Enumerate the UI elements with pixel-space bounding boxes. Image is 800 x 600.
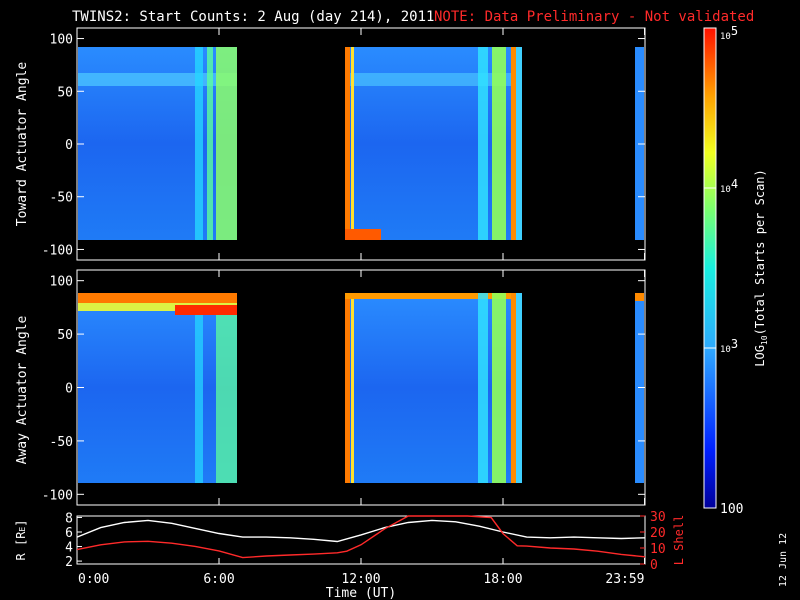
toward-block-2-edge-l2 — [351, 47, 354, 240]
orbit-left-ylabel: R [RE] — [14, 520, 28, 561]
away-block-2-stripes-b — [492, 293, 506, 483]
orbit-right-tick-label: 20 — [650, 526, 666, 541]
orbit-left-tick-label: 8 — [65, 511, 73, 526]
orbit-xtick-label: 23:59 — [605, 572, 644, 587]
toward-block-2-edge-l — [345, 47, 350, 240]
orbit-xtick-label: 0:00 — [78, 572, 109, 587]
toward-block-2-stripes-b — [492, 47, 506, 240]
toward-y-axis: 100 50 0 -50 -100 — [42, 28, 646, 260]
toward-block-1-stripes-c — [216, 47, 237, 240]
date-stamp: 12 Jun 12 — [778, 533, 789, 587]
colorbar-label: LOG10(Total Starts per Scan) — [753, 169, 769, 367]
away-ylabel: Away Actuator Angle — [15, 315, 30, 464]
away-ytick-label: 0 — [65, 382, 73, 397]
orbit-right-ylabel: L Shell — [672, 515, 686, 566]
away-block-1-top2 — [78, 303, 237, 311]
chart-title: TWINS2: Start Counts: 2 Aug (day 214), 2… — [72, 9, 434, 25]
orbit-xtick-label: 18:00 — [483, 572, 522, 587]
away-ytick-label: 50 — [57, 328, 73, 343]
away-block-1-stripes-a — [195, 315, 203, 483]
away-block-2-edge-r — [511, 293, 516, 483]
away-block-2-top — [345, 293, 522, 299]
toward-heatmap-blocks — [78, 47, 644, 240]
away-block-2-edge-l2 — [351, 293, 354, 483]
preliminary-note: NOTE: Data Preliminary - Not validated — [434, 9, 754, 25]
colorbar-gradient — [703, 27, 717, 509]
toward-ytick-label: 100 — [50, 33, 73, 48]
away-y-axis: 100 50 0 -50 -100 — [42, 270, 646, 505]
orbit-right-tick-label: 10 — [650, 542, 666, 557]
toward-block-1-band — [78, 73, 237, 86]
toward-ytick-label: -50 — [50, 191, 73, 206]
colorbar-tick-label: 104 — [720, 177, 738, 195]
away-ytick-label: -100 — [42, 488, 73, 503]
toward-ytick-label: 50 — [57, 85, 73, 100]
orbit-left-tick-label: 2 — [65, 555, 73, 570]
away-block-1-top — [78, 293, 237, 303]
orbit-xtick-label: 12:00 — [341, 572, 380, 587]
toward-ytick-label: 0 — [65, 138, 73, 153]
away-block-2-stripes-a — [478, 293, 488, 483]
toward-ytick-label: -100 — [42, 243, 73, 258]
away-block-1 — [78, 293, 237, 483]
toward-block-1-stripes-a — [195, 47, 203, 240]
orbit-right-tick-label: 0 — [650, 558, 658, 573]
toward-block-2-edge-r2 — [516, 47, 522, 240]
toward-block-2-band — [345, 73, 522, 86]
toward-block-2-stripes-a — [478, 47, 488, 240]
toward-panel: 100 50 0 -50 -100 Toward Actuator Angle — [15, 27, 646, 261]
away-block-2-edge-r2 — [516, 293, 522, 483]
toward-block-2-edge-r — [511, 47, 516, 240]
toward-ylabel: Toward Actuator Angle — [15, 62, 30, 227]
orbit-xlabel: Time (UT) — [326, 586, 396, 600]
away-block-1-hot — [175, 305, 237, 315]
colorbar-tick-label: 105 — [720, 24, 738, 42]
toward-block-2-bottom — [345, 229, 381, 240]
orbit-lines — [76, 515, 646, 559]
colorbar: 100 103 104 105 LOG10(Total Starts per Scan… — [703, 24, 769, 517]
away-panel: 100 50 0 -50 -100 Away Actuator Angle — [15, 269, 646, 506]
orbit-left-tick-label: 6 — [65, 526, 73, 541]
away-block-3-top — [635, 293, 644, 301]
away-block-2-edge-l — [345, 293, 350, 483]
l-shell-series-line — [76, 515, 646, 559]
away-ytick-label: -50 — [50, 435, 73, 450]
away-block-1-stripes-b — [216, 315, 237, 483]
colorbar-tick-label: 103 — [720, 337, 738, 355]
colorbar-ticks: 100 103 104 105 — [704, 24, 743, 517]
orbit-left-tick-label: 4 — [65, 541, 73, 556]
away-ytick-label: 100 — [50, 275, 73, 290]
radius-series-line — [76, 519, 646, 543]
orbit-xtick-label: 6:00 — [203, 572, 234, 587]
toward-block-1-stripes-b — [207, 47, 213, 240]
orbit-right-tick-label: 30 — [650, 510, 666, 525]
colorbar-tick-label: 100 — [720, 502, 743, 517]
